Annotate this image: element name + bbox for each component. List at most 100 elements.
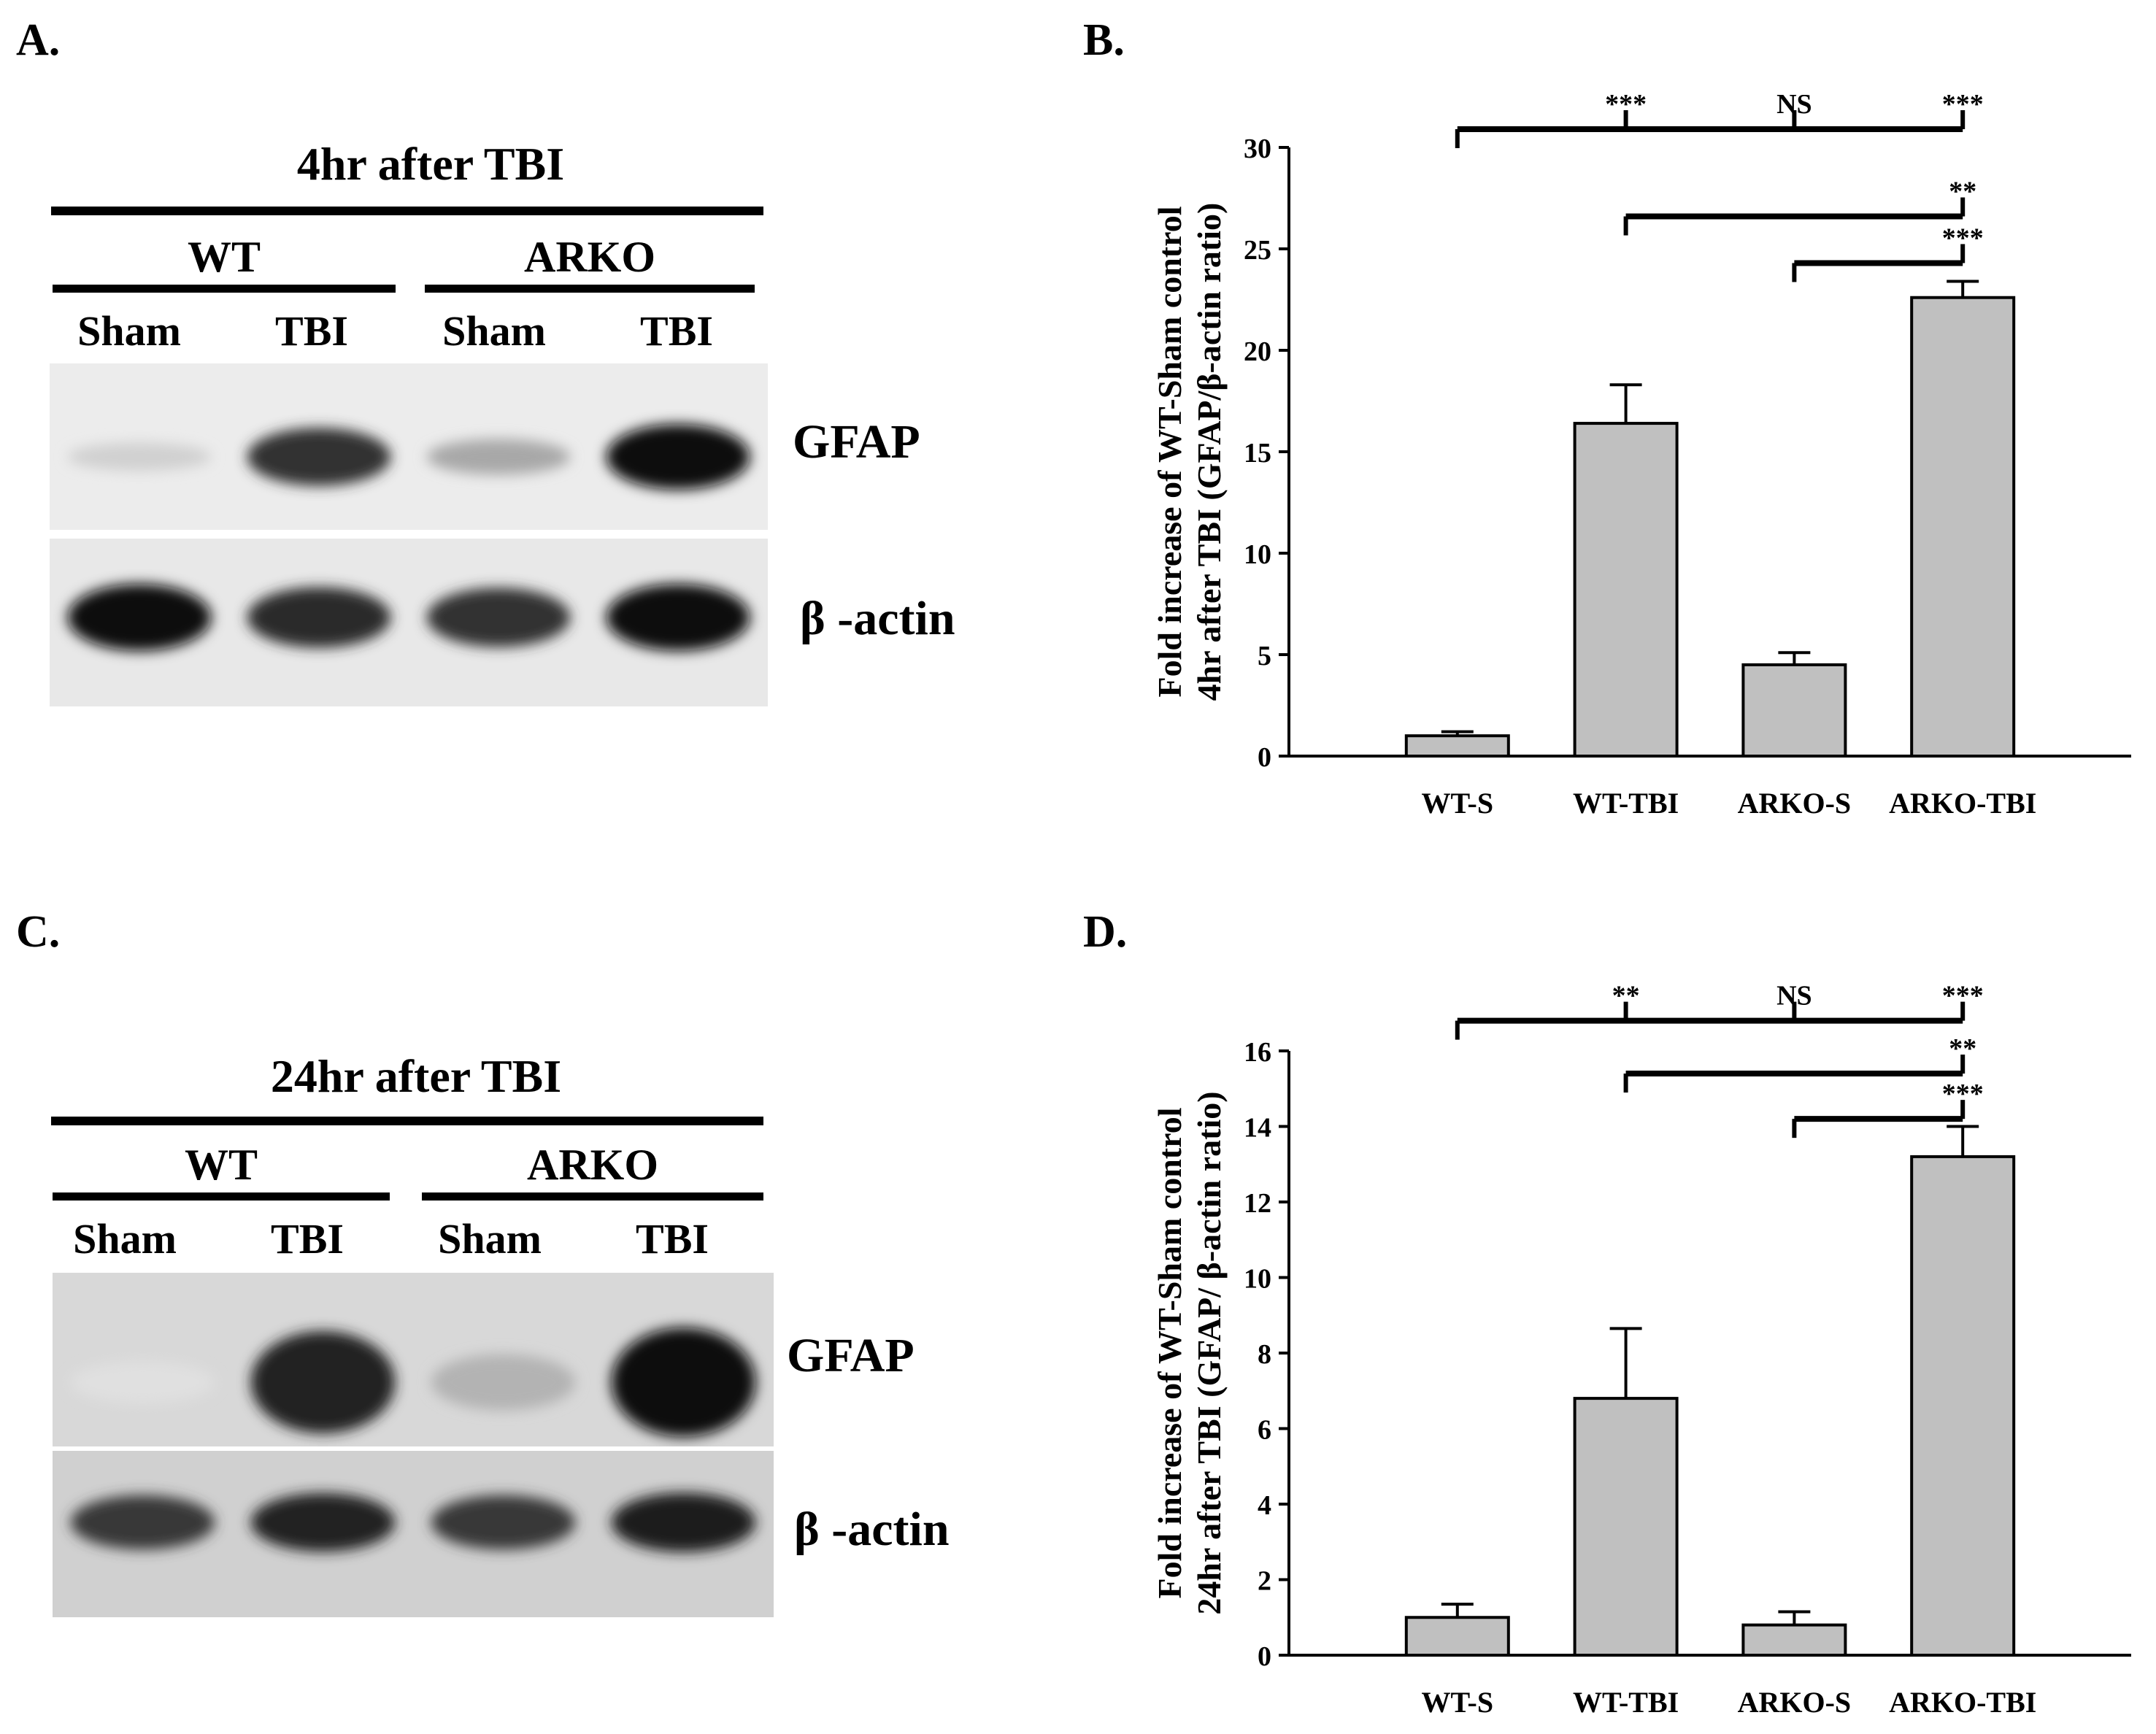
panel-b-y-tick-label: 10: [1244, 539, 1271, 570]
panel-a-group-wt: WT: [187, 233, 261, 281]
panel-d-label: D.: [1083, 907, 1128, 957]
panel-d-bar-wt-tbi: [1573, 1397, 1679, 1657]
panel-c-arko-rule: [422, 1192, 763, 1201]
panel-c-gfap-band-2: [250, 1330, 396, 1434]
panel-d-y-tick-label: 12: [1244, 1188, 1271, 1219]
panel-c-title: 24hr after TBI: [270, 1050, 562, 1102]
panel-a-wt-rule: [53, 285, 396, 293]
panel-c-title-rule: [51, 1117, 763, 1125]
panel-b-sig-label: ***: [1942, 223, 1984, 253]
panel-b-y-tick-label: 20: [1244, 336, 1271, 367]
panel-d-sig-label: **: [1612, 981, 1640, 1012]
panel-c-actin-blot: [53, 1451, 774, 1617]
panel-c-label: C.: [16, 907, 61, 957]
panel-c-actin-band-2: [250, 1492, 396, 1552]
panel-b-bar-wt-s: [1404, 734, 1510, 758]
panel-a-lane-2: TBI: [275, 307, 348, 355]
panel-d-bar-arko-s: [1741, 1623, 1847, 1657]
panel-a-gfap-band-3: [426, 439, 571, 475]
panel-a-actin-band-4: [606, 584, 750, 651]
panel-a-actin-band-2: [247, 587, 391, 648]
panel-c-gfap-band-1: [70, 1361, 215, 1403]
panel-d-y-axis-title-line1: Fold increase of WT-Sham control: [1151, 1108, 1188, 1599]
panel-b-sig-label: ***: [1942, 95, 1984, 120]
panel-a-lane-1: Sham: [77, 307, 181, 355]
panel-d-x-label-arko-s: ARKO-S: [1738, 1686, 1852, 1719]
panel-b-y-tick-label: 25: [1244, 235, 1271, 266]
panel-d-x-label-wt-tbi: WT-TBI: [1573, 1686, 1679, 1719]
panel-c-gfap-bands: [53, 1273, 774, 1446]
panel-d-bar-wt-s: [1404, 1616, 1510, 1657]
panel-b-y-axis-title-line2: 4hr after TBI (GFAP/β-actin ratio): [1190, 203, 1228, 701]
panel-b-sig-label: ***: [1605, 95, 1647, 120]
panel-b-sig-label: NS: [1776, 95, 1812, 120]
panel-a-gfap-band-1: [67, 442, 212, 471]
panel-a-gfap-band-2: [247, 428, 391, 486]
panel-a-actin-blot: [50, 539, 768, 706]
panel-a-actin-bands: [50, 539, 768, 706]
panel-d-sig-label: **: [1949, 1033, 1976, 1064]
panel-d-y-tick-label: 8: [1258, 1339, 1271, 1370]
panel-c-gfap-blot: [53, 1273, 774, 1446]
panel-b-sig-label: **: [1949, 177, 1976, 207]
panel-a-lane-3: Sham: [442, 307, 546, 355]
panel-b-y-tick-label: 0: [1258, 742, 1271, 773]
panel-d-x-label-wt-s: WT-S: [1422, 1686, 1494, 1719]
panel-d-sig-label: NS: [1776, 981, 1812, 1012]
panel-a-actin-band-1: [67, 584, 212, 651]
panel-d-y-axis-title-line2: 24hr after TBI (GFAP/ β-actin ratio): [1190, 1091, 1228, 1614]
panel-b-y-tick-label: 30: [1244, 134, 1271, 164]
panel-b-bar-wt-tbi: [1573, 422, 1679, 758]
panel-d-y-tick-label: 2: [1258, 1566, 1271, 1597]
panel-c-actin-bands: [53, 1451, 774, 1617]
panel-a-gfap-label: GFAP: [793, 415, 920, 469]
panel-d-x-label-arko-tbi: ARKO-TBI: [1889, 1686, 2036, 1719]
panel-b-bar-arko-tbi: [1910, 296, 2016, 758]
panel-b-bar-chart: 0 5 10 15 20 25 30 Fold increase of WT-Sham con…: [1151, 95, 2131, 820]
panel-a-gfap-band-4: [606, 424, 750, 490]
panel-b-label: B.: [1083, 15, 1125, 65]
panel-d-y-tick-label: 10: [1244, 1264, 1271, 1295]
panel-a-title-rule: [51, 207, 763, 215]
panel-c-gfap-band-4: [611, 1328, 756, 1437]
panel-c-gfap-label: GFAP: [787, 1329, 915, 1382]
panel-d-y-tick-label: 14: [1244, 1113, 1271, 1144]
panel-b-x-label-arko-s: ARKO-S: [1738, 787, 1852, 820]
panel-d-bar-arko-tbi: [1910, 1155, 2016, 1657]
panel-d-y-tick-label: 16: [1244, 1037, 1271, 1068]
panel-c-group-arko: ARKO: [527, 1141, 658, 1189]
panel-b-x-label-arko-tbi: ARKO-TBI: [1889, 787, 2036, 820]
panel-d-y-tick-label: 4: [1258, 1490, 1271, 1521]
panel-d-sig-label: ***: [1942, 1079, 1984, 1109]
panel-c-group-wt: WT: [184, 1141, 258, 1189]
panel-a-actin-band-3: [426, 587, 571, 647]
panel-a-label: A.: [16, 15, 61, 65]
panel-c-lane-2: TBI: [271, 1215, 344, 1263]
panel-d-y-tick-label: 6: [1258, 1415, 1271, 1446]
panel-c-wt-rule: [53, 1192, 390, 1201]
panel-d-bar-chart: 0 2 4 6 8 10 12 14 16 Fold increase of WT-Sham co…: [1151, 981, 2131, 1719]
panel-b-y-axis-title-line1: Fold increase of WT-Sham control: [1151, 207, 1188, 698]
panel-b-y-tick-label: 15: [1244, 438, 1271, 469]
panel-c-lane-1: Sham: [73, 1215, 177, 1263]
panel-d-sig-label: ***: [1942, 981, 1984, 1012]
panel-b-x-label-wt-tbi: WT-TBI: [1573, 787, 1679, 820]
panel-c-actin-band-1: [70, 1495, 215, 1550]
panel-a-title: 4hr after TBI: [296, 138, 565, 190]
panel-a-arko-rule: [425, 285, 755, 293]
panel-c-gfap-band-3: [431, 1354, 576, 1411]
panel-a-lane-4: TBI: [640, 307, 713, 355]
panel-a-gfap-blot: [50, 363, 768, 530]
panel-c-lane-3: Sham: [438, 1215, 542, 1263]
panel-b-bar-arko-s: [1741, 663, 1847, 758]
panel-d-y-tick-label: 0: [1258, 1641, 1271, 1672]
panel-c-actin-band-3: [431, 1495, 576, 1550]
panel-a-group-arko: ARKO: [524, 233, 655, 281]
panel-b-x-label-wt-s: WT-S: [1422, 787, 1494, 820]
panel-c-lane-4: TBI: [636, 1215, 709, 1263]
panel-a-actin-label: β -actin: [800, 592, 955, 645]
panel-c-actin-label: β -actin: [794, 1503, 950, 1556]
panel-b-y-tick-label: 5: [1258, 641, 1271, 671]
panel-c-actin-band-4: [611, 1492, 756, 1552]
panel-a-gfap-bands: [50, 363, 768, 530]
